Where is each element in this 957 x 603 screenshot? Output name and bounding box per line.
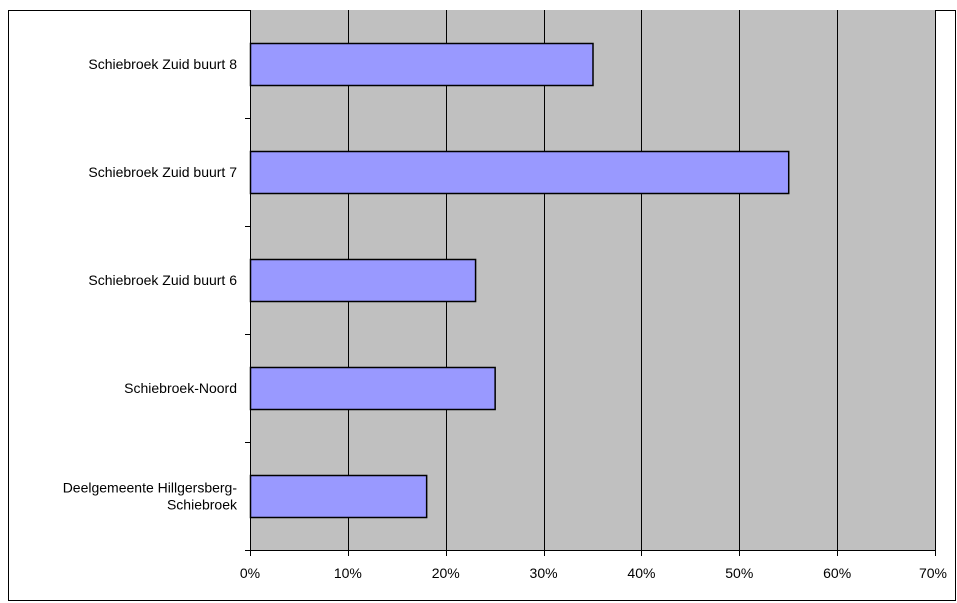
category-label: Schiebroek-Noord xyxy=(124,380,237,396)
category-label-line: Schiebroek-Noord xyxy=(124,380,237,396)
bar xyxy=(249,474,428,519)
x-tick-labels: 0% 10% 20% 30% 40% 50% 60% 70% xyxy=(240,565,947,581)
x-tick-label: 0% xyxy=(240,565,260,581)
x-tick-label: 50% xyxy=(725,565,753,581)
axes xyxy=(245,10,936,556)
bar xyxy=(249,366,496,411)
category-label-line: Schiebroek Zuid buurt 6 xyxy=(88,272,237,288)
category-label-line: Deelgemeente Hillgersberg- xyxy=(63,480,238,496)
category-label: Deelgemeente Hillgersberg-Schiebroek xyxy=(63,480,238,513)
category-label: Schiebroek Zuid buurt 6 xyxy=(88,272,237,288)
category-label-line: Schiebroek xyxy=(167,497,238,513)
bar xyxy=(249,150,790,195)
category-labels: Schiebroek Zuid buurt 8 Schiebroek Zuid b… xyxy=(63,56,238,513)
bar xyxy=(249,258,477,303)
category-label: Schiebroek Zuid buurt 7 xyxy=(88,164,237,180)
x-tick-label: 20% xyxy=(432,565,460,581)
bars xyxy=(249,42,790,519)
bar xyxy=(249,42,594,87)
x-tick-label: 40% xyxy=(627,565,655,581)
category-label: Schiebroek Zuid buurt 8 xyxy=(88,56,237,72)
category-label-line: Schiebroek Zuid buurt 7 xyxy=(88,164,237,180)
x-tick-label: 60% xyxy=(823,565,851,581)
x-tick-label: 70% xyxy=(919,565,947,581)
x-tick-label: 30% xyxy=(530,565,558,581)
x-tick-label: 10% xyxy=(334,565,362,581)
category-label-line: Schiebroek Zuid buurt 8 xyxy=(88,56,237,72)
gridlines xyxy=(348,10,936,550)
